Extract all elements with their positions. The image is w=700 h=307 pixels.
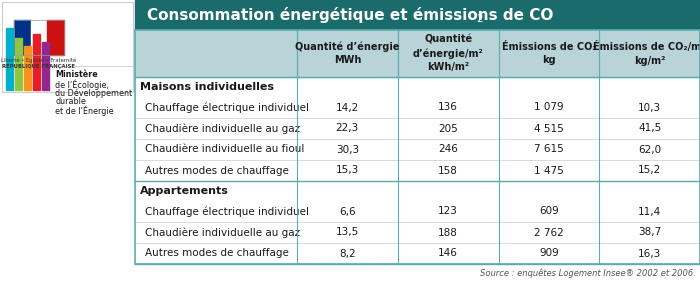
Text: 123: 123 [438, 207, 458, 216]
Text: 11,4: 11,4 [638, 207, 662, 216]
Bar [135, 222, 700, 243]
Bar [42, 42, 49, 90]
Text: Chaudière individuelle au gaz: Chaudière individuelle au gaz [145, 123, 300, 134]
Text: 136: 136 [438, 103, 458, 112]
Bar [135, 160, 700, 181]
Bar [48, 20, 64, 55]
Text: 15,2: 15,2 [638, 165, 662, 176]
Text: 14,2: 14,2 [336, 103, 359, 112]
Bar [135, 118, 700, 139]
Text: 205: 205 [438, 123, 458, 134]
Text: Chauffage électrique individuel: Chauffage électrique individuel [145, 206, 309, 217]
Bar [0, 0, 135, 307]
Text: 7 615: 7 615 [534, 145, 564, 154]
Text: 188: 188 [438, 227, 458, 238]
Text: 22,3: 22,3 [336, 123, 359, 134]
Text: Chaudière individuelle au fioul: Chaudière individuelle au fioul [145, 145, 304, 154]
Bar [6, 28, 13, 90]
Text: Source : enquêtes Logement Insee® 2002 et 2006.: Source : enquêtes Logement Insee® 2002 e… [480, 269, 696, 278]
Text: 1 079: 1 079 [534, 103, 564, 112]
Bar [135, 139, 700, 160]
Text: 8,2: 8,2 [339, 248, 356, 258]
Text: 146: 146 [438, 248, 458, 258]
Bar [135, 0, 700, 30]
Text: durable: durable [55, 97, 86, 106]
Bar [14, 20, 31, 55]
Bar [135, 77, 700, 97]
Text: 909: 909 [539, 248, 559, 258]
Text: du Développement: du Développement [55, 88, 132, 98]
Bar [135, 30, 700, 77]
Bar [135, 201, 700, 222]
Text: 62,0: 62,0 [638, 145, 661, 154]
Text: Ministère: Ministère [55, 70, 98, 79]
Text: 16,3: 16,3 [638, 248, 662, 258]
Bar [135, 243, 700, 264]
Text: 4 515: 4 515 [534, 123, 564, 134]
Text: 13,5: 13,5 [336, 227, 359, 238]
Text: Chauffage électrique individuel: Chauffage électrique individuel [145, 102, 309, 113]
Text: Émissions de CO₂/m²
kg/m²: Émissions de CO₂/m² kg/m² [594, 41, 700, 66]
Text: Émissions de CO₂
kg: Émissions de CO₂ kg [502, 42, 596, 65]
Bar [31, 20, 48, 55]
Text: Maisons individuelles: Maisons individuelles [140, 82, 274, 92]
Text: 1 475: 1 475 [534, 165, 564, 176]
Text: 41,5: 41,5 [638, 123, 662, 134]
Bar [135, 181, 700, 201]
Text: 6,6: 6,6 [339, 207, 356, 216]
Text: Quantité
d’énergie/m²
kWh/m²: Quantité d’énergie/m² kWh/m² [413, 35, 484, 72]
Text: Autres modes de chauffage: Autres modes de chauffage [145, 165, 289, 176]
Bar [14, 20, 64, 55]
Text: Chaudière individuelle au gaz: Chaudière individuelle au gaz [145, 227, 300, 238]
Text: 10,3: 10,3 [638, 103, 661, 112]
Text: Consommation énergétique et émissions de CO: Consommation énergétique et émissions de… [147, 7, 554, 23]
Text: 30,3: 30,3 [336, 145, 359, 154]
Text: Quantité d’énergie
MWh: Quantité d’énergie MWh [295, 42, 400, 65]
Text: Autres modes de chauffage: Autres modes de chauffage [145, 248, 289, 258]
Text: Appartements: Appartements [140, 186, 229, 196]
Bar [2, 2, 133, 92]
Bar [24, 46, 31, 90]
Text: de l’Écologie,: de l’Écologie, [55, 79, 109, 90]
Text: et de l’Énergie: et de l’Énergie [55, 106, 113, 116]
Text: 38,7: 38,7 [638, 227, 662, 238]
Text: Liberté • Égalité • Fraternité: Liberté • Égalité • Fraternité [1, 57, 76, 63]
Bar [135, 97, 700, 118]
Text: 246: 246 [438, 145, 458, 154]
Text: 158: 158 [438, 165, 458, 176]
Bar [15, 38, 22, 90]
Bar [135, 30, 700, 264]
Text: RÉPUBLIQUE FRANÇAISE: RÉPUBLIQUE FRANÇAISE [3, 63, 76, 69]
Text: 2: 2 [476, 14, 482, 24]
Bar [33, 34, 40, 90]
Text: 15,3: 15,3 [336, 165, 359, 176]
Text: 2 762: 2 762 [534, 227, 564, 238]
Text: 609: 609 [539, 207, 559, 216]
